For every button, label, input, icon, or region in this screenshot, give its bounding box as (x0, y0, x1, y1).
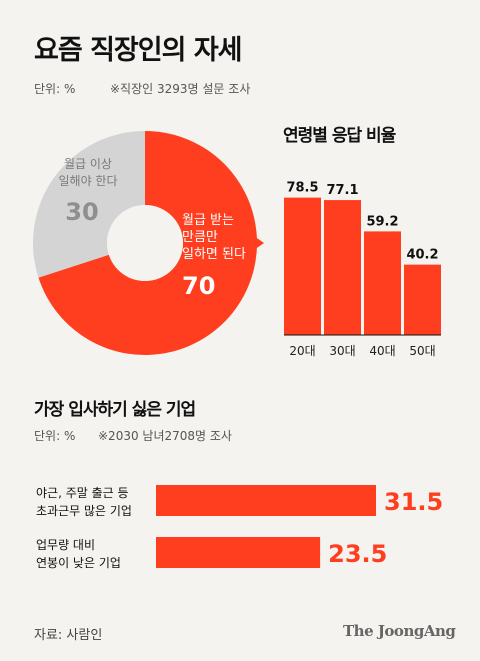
pie-slice-0 (38, 131, 257, 355)
age-chart-title: 연령별 응답 비율 (283, 126, 396, 146)
slice-1-label-line: 월급 이상 (64, 157, 112, 171)
pie-slice-1 (32, 131, 145, 278)
bar-value-2: 59.2 (366, 214, 398, 229)
slice-0-label-line: 만큼만 (182, 230, 218, 245)
age-bar-chart: 78.5 20대 77.1 30대 59.2 40대 40.2 50대 (284, 181, 441, 358)
slice-1-value: 30 (65, 198, 98, 226)
bar-3 (404, 264, 441, 335)
bar-value-0: 78.5 (286, 181, 318, 196)
source-note: 자료: 사람인 (34, 628, 103, 643)
bar-category-2: 40대 (369, 344, 395, 358)
slice-0-label-line: 월급 받는 (182, 213, 234, 228)
bar-1 (324, 200, 361, 335)
hbar-1 (156, 537, 321, 568)
hbar-value-0: 31.5 (384, 488, 443, 516)
unit-label-2: 단위: % (34, 429, 76, 443)
survey-note: ※직장인 3293명 설문 조사 (110, 82, 251, 96)
hbar-category-line: 연봉이 낮은 기업 (36, 556, 121, 570)
arrow-icon (254, 236, 264, 250)
donut-hole (107, 205, 183, 281)
bar-category-3: 50대 (409, 344, 435, 358)
brand-logo: The JoongAng (343, 622, 456, 640)
hbar-category-line: 업무량 대비 (36, 538, 95, 552)
hbar-category-line: 야근, 주말 출근 등 (36, 486, 129, 500)
bar-category-0: 20대 (289, 344, 315, 358)
page-title: 요즘 직장인의 자세 (34, 35, 243, 66)
hbar-0 (156, 485, 376, 516)
survey-note-2: ※2030 남녀2708명 조사 (98, 429, 232, 443)
hbar-value-1: 23.5 (328, 540, 387, 568)
slice-0-label-line: 일하면 된다 (182, 247, 246, 262)
hbar-category-line: 초과근무 많은 기업 (36, 504, 132, 518)
unit-label: 단위: % (34, 82, 76, 96)
bar-0 (284, 197, 321, 335)
bar-value-3: 40.2 (406, 248, 438, 263)
slice-1-label-line: 일해야 한다 (58, 174, 117, 188)
section-title: 가장 입사하기 싫은 기업 (34, 400, 196, 420)
slice-0-value: 70 (182, 272, 215, 300)
bar-category-1: 30대 (329, 344, 355, 358)
bar-2 (364, 231, 401, 335)
bar-value-1: 77.1 (326, 183, 358, 198)
